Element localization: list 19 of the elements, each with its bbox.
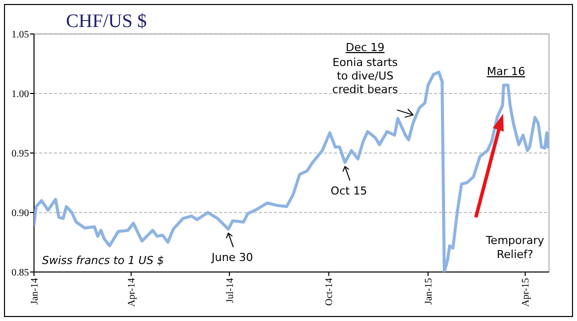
annotation: Swiss francs to 1 US $ bbox=[42, 254, 164, 267]
annotation: Mar 16 bbox=[486, 65, 526, 78]
annotation: June 30 bbox=[210, 251, 254, 264]
x-tick-label: Jan-15 bbox=[424, 278, 435, 305]
x-tick-label: Apr-14 bbox=[126, 278, 138, 307]
x-tick-label: Apr-15 bbox=[520, 278, 532, 307]
y-tick-label: 1.05 bbox=[12, 30, 29, 40]
annotation: Temporary Relief? bbox=[484, 234, 545, 261]
x-tick-label: Jan-14 bbox=[30, 278, 40, 305]
x-tick-label: Oct-14 bbox=[324, 278, 336, 306]
chart-title: CHF/US $ bbox=[66, 11, 147, 32]
annotation: Oct 15 bbox=[330, 184, 368, 198]
y-tick-label: 0.95 bbox=[12, 148, 29, 160]
annotation: Eonia starts to dive/US credit bears bbox=[332, 56, 398, 96]
y-tick-label: 1.00 bbox=[12, 89, 29, 100]
x-tick-label: Jul-14 bbox=[224, 278, 236, 303]
annotation: Dec 19 bbox=[346, 41, 385, 54]
y-tick-label: 0.90 bbox=[12, 208, 29, 219]
y-tick-label: 0.85 bbox=[12, 268, 29, 278]
